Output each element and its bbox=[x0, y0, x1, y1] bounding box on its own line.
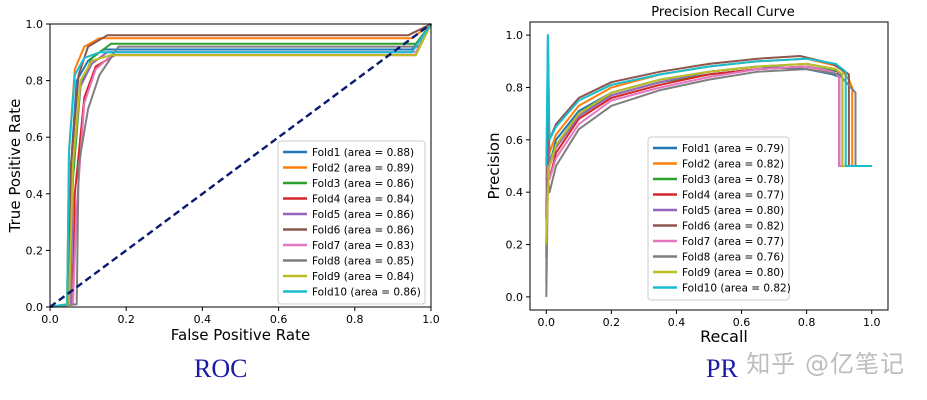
roc-legend-entry-6: Fold6 (area = 0.86) bbox=[312, 225, 414, 237]
pr-title: Precision Recall Curve bbox=[651, 5, 794, 20]
roc-legend-frame bbox=[277, 140, 426, 305]
pr-legend-entry-4: Fold4 (area = 0.77) bbox=[682, 190, 784, 202]
roc-legend-entry-2: Fold2 (area = 0.89) bbox=[312, 163, 414, 175]
roc-x-tick-label: 0.2 bbox=[117, 313, 135, 326]
roc-series-line-10 bbox=[49, 23, 432, 308]
roc-legend-entry-7: Fold7 (area = 0.83) bbox=[312, 240, 414, 252]
roc-y-tick-label: 0.4 bbox=[26, 188, 44, 201]
roc-y-tick-label: 0.2 bbox=[26, 244, 44, 257]
pr-lines bbox=[545, 34, 872, 297]
pr-legend-entry-5: Fold5 (area = 0.80) bbox=[682, 205, 784, 217]
pr-legend-entry-7: Fold7 (area = 0.77) bbox=[682, 236, 784, 248]
roc-x-label: False Positive Rate bbox=[171, 326, 310, 344]
pr-plot-frame bbox=[529, 21, 889, 311]
pr-x-tick-label: 0.6 bbox=[733, 316, 751, 329]
roc-x-tick-label: 0.0 bbox=[41, 313, 59, 326]
pr-x-tick-label: 0.8 bbox=[798, 316, 816, 329]
pr-y-tick-label: 0.8 bbox=[506, 81, 524, 94]
pr-y-label: Precision bbox=[485, 133, 503, 200]
roc-x-tick-label: 0.8 bbox=[346, 313, 364, 326]
roc-y-tick-label: 0.6 bbox=[26, 131, 44, 144]
pr-legend-frame bbox=[647, 136, 790, 301]
roc-diagonal-line bbox=[49, 23, 432, 308]
roc-legend-entry-9: Fold9 (area = 0.84) bbox=[312, 271, 414, 283]
pr-y-tick-label: 0.6 bbox=[506, 134, 524, 147]
pr-x-ticks: 0.0 0.2 0.4 0.6 0.8 1.0 bbox=[538, 310, 881, 329]
watermark: 知乎 @亿笔记 bbox=[746, 350, 905, 378]
pr-legend-entry-3: Fold3 (area = 0.78) bbox=[682, 174, 784, 186]
pr-y-tick-label: 1.0 bbox=[506, 29, 524, 42]
pr-legend-entry-9: Fold9 (area = 0.80) bbox=[682, 267, 784, 279]
pr-x-tick-label: 0.2 bbox=[603, 316, 621, 329]
roc-chart: 0.0 0.2 0.4 0.6 0.8 1.0 0.0 0.2 0.4 0.6 0.8 1.0 Fa… bbox=[6, 18, 440, 344]
roc-y-ticks: 0.0 0.2 0.4 0.6 0.8 1.0 bbox=[26, 18, 50, 314]
pr-x-tick-label: 0.4 bbox=[668, 316, 686, 329]
roc-x-tick-label: 0.4 bbox=[194, 313, 212, 326]
roc-legend-entry-4: Fold4 (area = 0.84) bbox=[312, 194, 414, 206]
pr-y-tick-label: 0.4 bbox=[506, 186, 524, 199]
pr-legend-entry-1: Fold1 (area = 0.79) bbox=[682, 143, 784, 155]
pr-y-tick-label: 0.2 bbox=[506, 239, 524, 252]
pr-legend-entry-8: Fold8 (area = 0.76) bbox=[682, 252, 784, 264]
pr-legend-entry-6: Fold6 (area = 0.82) bbox=[682, 221, 784, 233]
pr-series-line-8 bbox=[545, 68, 872, 297]
roc-legend-entry-1: Fold1 (area = 0.88) bbox=[312, 147, 414, 159]
pr-x-label: Recall bbox=[700, 327, 748, 346]
roc-x-tick-label: 0.6 bbox=[270, 313, 288, 326]
pr-series-line-7 bbox=[545, 65, 872, 245]
pr-y-tick-label: 0.0 bbox=[506, 291, 524, 304]
roc-series-line-8 bbox=[49, 23, 432, 308]
pr-series-line-10 bbox=[545, 34, 872, 167]
roc-legend-entry-3: Fold3 (area = 0.86) bbox=[312, 178, 414, 190]
roc-legend: Fold1 (area = 0.88) Fold2 (area = 0.89) Fo… bbox=[277, 140, 426, 305]
roc-plot-frame bbox=[49, 23, 432, 308]
pr-y-ticks: 0.0 0.2 0.4 0.6 0.8 1.0 bbox=[506, 29, 530, 304]
pr-legend-entry-10: Fold10 (area = 0.82) bbox=[682, 283, 791, 295]
pr-chart: Precision Recall Curve 0.0 0.2 0.4 0.6 0.8 1.… bbox=[485, 5, 889, 346]
roc-x-ticks: 0.0 0.2 0.4 0.6 0.8 1.0 bbox=[41, 307, 440, 326]
pr-legend-entry-2: Fold2 (area = 0.82) bbox=[682, 159, 784, 171]
pr-caption: PR bbox=[706, 354, 738, 383]
roc-series-line-9 bbox=[49, 23, 432, 308]
pr-legend: Fold1 (area = 0.79) Fold2 (area = 0.82) Fo… bbox=[647, 136, 791, 301]
roc-y-tick-label: 0.8 bbox=[26, 75, 44, 88]
pr-x-tick-label: 0.0 bbox=[538, 316, 556, 329]
roc-legend-entry-5: Fold5 (area = 0.86) bbox=[312, 209, 414, 221]
roc-lines bbox=[49, 23, 432, 308]
pr-x-tick-label: 1.0 bbox=[863, 316, 881, 329]
roc-y-tick-label: 1.0 bbox=[26, 18, 44, 31]
roc-y-label: True Positive Rate bbox=[6, 99, 24, 234]
roc-legend-entry-10: Fold10 (area = 0.86) bbox=[312, 287, 421, 299]
roc-caption: ROC bbox=[194, 354, 248, 383]
roc-y-tick-label: 0.0 bbox=[26, 301, 44, 314]
roc-legend-entry-8: Fold8 (area = 0.85) bbox=[312, 256, 414, 268]
roc-x-tick-label: 1.0 bbox=[422, 313, 440, 326]
pr-series-line-9 bbox=[545, 62, 872, 245]
